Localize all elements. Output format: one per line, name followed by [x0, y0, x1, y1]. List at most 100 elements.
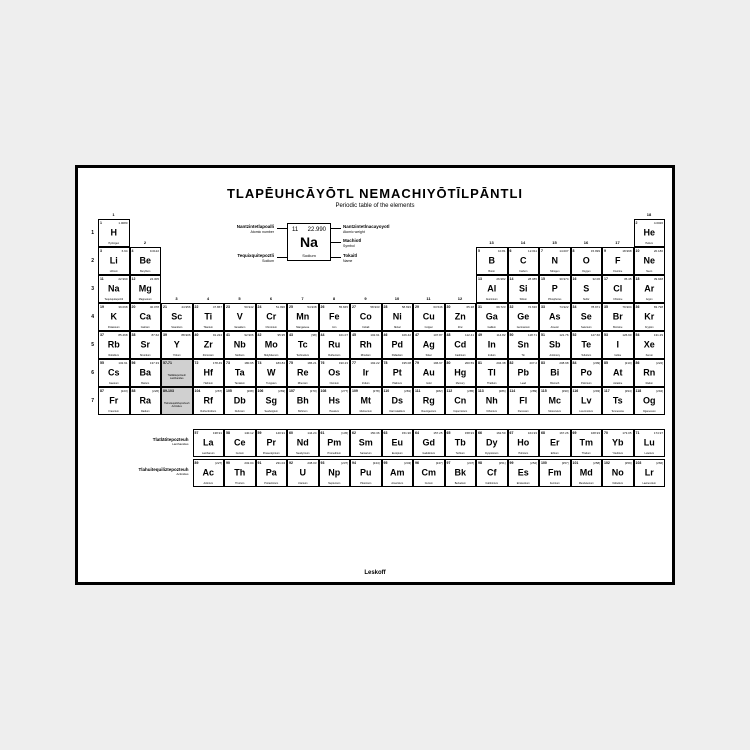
element-name: Nihonium — [477, 411, 507, 414]
element-cell: 3272.630GeGermanium — [508, 303, 540, 331]
atomic-number: 88 — [132, 389, 136, 393]
element-cell: 75186.21ReRhenium — [287, 359, 319, 387]
element-name: Xenon — [635, 355, 665, 358]
element-symbol: Si — [519, 284, 528, 294]
atomic-number: 14 — [510, 277, 514, 281]
atomic-number: 57-71 — [163, 361, 172, 365]
element-cell: 53126.90IIodine — [602, 331, 634, 359]
element-symbol: Pa — [266, 468, 277, 478]
atomic-weight: [277] — [341, 389, 348, 393]
element-cell: 67164.93HoHolmium — [508, 429, 540, 457]
element-symbol: Np — [328, 468, 340, 478]
element-symbol: Cd — [454, 340, 466, 350]
element-cell: 86[222]RnRadon — [634, 359, 666, 387]
atomic-weight: [257] — [562, 461, 569, 465]
atomic-weight: 9.0122 — [150, 249, 159, 253]
element-name: Americium — [383, 483, 413, 486]
legend-symbol: Na — [300, 234, 318, 250]
element-symbol: Mn — [296, 312, 309, 322]
element-symbol: F — [615, 256, 621, 266]
element-name: Copper — [414, 327, 444, 330]
element-symbol: Cs — [108, 368, 120, 378]
element-symbol: Rh — [360, 340, 372, 350]
element-cell: 108[277]HsHassium — [319, 387, 351, 415]
group-header: 9 — [350, 296, 381, 301]
title-main: TLAPĒUHCĀYŌTL NEMACHIYŌTĪLPĀNTLI — [92, 186, 658, 201]
atomic-number: 13 — [478, 277, 482, 281]
element-name: Gallium — [477, 327, 507, 330]
element-name: Yttrium — [162, 355, 192, 358]
legend-label-tokaitl: TokaitlName — [343, 253, 357, 263]
atomic-weight: 186.21 — [307, 361, 316, 365]
element-symbol: Lr — [645, 468, 654, 478]
element-cell: 49.0122BeBeryllium — [130, 247, 162, 275]
element-cell: 89[227]AcActinium — [193, 459, 225, 487]
element-cell: 714.007NNitrogen — [539, 247, 571, 275]
atomic-weight: 78.971 — [591, 305, 600, 309]
atomic-weight: 18.998 — [622, 249, 631, 253]
atomic-number: 64 — [415, 431, 419, 435]
atomic-weight: 232.04 — [244, 461, 253, 465]
element-symbol: Pt — [393, 368, 402, 378]
element-cell: 95[243]AmAmericium — [382, 459, 414, 487]
element-symbol: Ru — [328, 340, 340, 350]
element-symbol: Mc — [548, 396, 561, 406]
atomic-weight: 114.82 — [497, 333, 506, 337]
element-name: Technetium — [288, 355, 318, 358]
atomic-number: 38 — [132, 333, 136, 337]
element-cell: 58140.12CeCerium — [224, 429, 256, 457]
element-symbol: Ga — [486, 312, 498, 322]
element-name: Gadolinium — [414, 453, 444, 456]
atomic-weight: 131.29 — [654, 333, 663, 337]
element-cell: 52127.60TeTellurium — [571, 331, 603, 359]
atomic-weight: 168.93 — [591, 431, 600, 435]
element-cell: 69168.93TmThulium — [571, 429, 603, 457]
element-symbol: P — [552, 284, 558, 294]
element-symbol: Au — [423, 368, 435, 378]
atomic-weight: 83.798 — [654, 305, 663, 309]
element-cell: 2758.933CoCobalt — [350, 303, 382, 331]
group-header: 3 — [161, 296, 192, 301]
atomic-weight: 173.05 — [622, 431, 631, 435]
atomic-weight: 30.974 — [559, 277, 568, 281]
element-symbol: Tm — [580, 438, 594, 448]
element-symbol: Mo — [265, 340, 278, 350]
atomic-weight: 14.007 — [559, 249, 568, 253]
element-cell: 4091.224ZrZirconium — [193, 331, 225, 359]
element-cell: 2350.942VVanadium — [224, 303, 256, 331]
element-cell: 97[247]BkBerkelium — [445, 459, 477, 487]
element-name: Plutonium — [351, 483, 381, 486]
atomic-number: 61 — [321, 431, 325, 435]
atomic-number: 41 — [226, 333, 230, 337]
element-symbol: Ir — [363, 368, 369, 378]
atomic-number: 95 — [384, 461, 388, 465]
element-symbol: Tl — [488, 368, 496, 378]
atomic-weight: 92.906 — [244, 333, 253, 337]
atomic-weight: 69.723 — [496, 305, 505, 309]
element-cell: 78195.08PtPlatinum — [382, 359, 414, 387]
element-name: Nitrogen — [540, 271, 570, 274]
atomic-number: 96 — [415, 461, 419, 465]
element-name: Barium — [131, 383, 161, 386]
element-symbol: Er — [550, 438, 560, 448]
element-name: Cadmium — [446, 355, 476, 358]
element-name: Californium — [477, 483, 507, 486]
atomic-number: 65 — [447, 431, 451, 435]
atomic-weight: 102.91 — [370, 333, 379, 337]
atomic-weight: [293] — [593, 389, 600, 393]
element-name: Mendelevium — [572, 483, 602, 486]
element-symbol: N — [552, 256, 559, 266]
atomic-weight: [251] — [499, 461, 506, 465]
element-symbol: Tb — [455, 438, 466, 448]
element-name: Tellurium — [572, 355, 602, 358]
element-symbol: Lu — [644, 438, 655, 448]
element-symbol: Be — [139, 256, 151, 266]
atomic-number: 20 — [132, 305, 136, 309]
atomic-weight: 167.26 — [559, 431, 568, 435]
atomic-number: 56 — [132, 361, 136, 365]
element-symbol: Br — [613, 312, 623, 322]
element-name: Niobium — [225, 355, 255, 358]
atomic-number: 27 — [352, 305, 356, 309]
element-symbol: In — [488, 340, 496, 350]
element-cell: 2858.693NiNickel — [382, 303, 414, 331]
